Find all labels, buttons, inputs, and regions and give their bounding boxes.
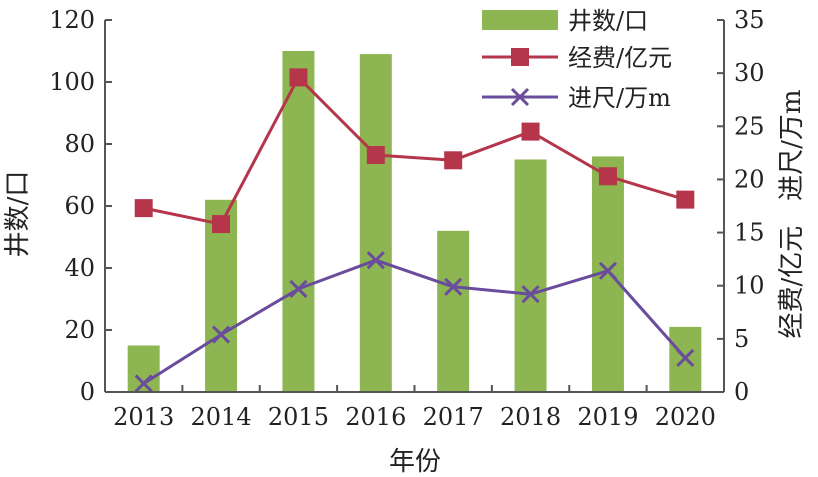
x-tick-label: 2015 (268, 403, 329, 431)
point-marker (366, 251, 385, 270)
x-tick-label: 2013 (113, 403, 174, 431)
legend-label-wells: 井数/口 (568, 7, 648, 35)
bar (514, 159, 547, 392)
y-left-tick-label: 0 (80, 378, 95, 406)
point-marker (289, 68, 308, 87)
y-left-tick-label: 80 (64, 130, 95, 158)
y-left-tick-label: 40 (64, 254, 95, 282)
x-axis-title: 年份 (389, 447, 441, 477)
y-right-tick-label: 15 (734, 219, 765, 247)
point-marker (521, 122, 540, 141)
x-tick-label: 2018 (500, 403, 561, 431)
y-left-tick-label: 60 (64, 192, 95, 220)
bar (437, 230, 470, 392)
legend-marker-cost (511, 48, 529, 66)
bar-series (127, 51, 702, 392)
point-marker (289, 279, 308, 298)
point-marker (134, 199, 153, 218)
point-marker (676, 190, 695, 209)
legend-swatch-wells (482, 10, 558, 30)
point-marker (676, 348, 695, 368)
point-marker (444, 277, 463, 296)
x-tick-label: 2020 (655, 403, 716, 431)
tick-labels: 0 20 40 60 80 100 120 0 5 10 15 20 25 30 35 2013 2014 201… (49, 6, 764, 431)
x-tick-label: 2014 (191, 403, 252, 431)
y-right-tick-label: 25 (734, 112, 765, 140)
y-right-tick-label: 30 (734, 59, 765, 87)
x-tick-label: 2019 (577, 403, 638, 431)
series-line (143, 75, 686, 226)
y-axis-right-title: 经费/亿元 进尺/万m (777, 90, 807, 339)
point-marker (598, 167, 617, 186)
point-marker (444, 151, 463, 170)
y-right-tick-label: 5 (734, 325, 749, 353)
y-right-tick-label: 0 (734, 378, 749, 406)
legend-marker-footage (510, 87, 530, 107)
point-marker (598, 261, 617, 280)
point-marker (134, 374, 153, 393)
y-left-tick-label: 120 (49, 6, 95, 34)
axes (104, 19, 725, 393)
y-right-tick-label: 10 (734, 272, 765, 300)
y-right-tick-label: 20 (734, 165, 765, 193)
line-series (134, 68, 695, 393)
x-tick-label: 2016 (345, 403, 406, 431)
point-marker (366, 145, 385, 164)
point-marker (212, 325, 231, 344)
bar (282, 51, 315, 392)
x-tick-label: 2017 (423, 403, 484, 431)
y-right-tick-label: 35 (734, 6, 765, 34)
point-marker (521, 285, 540, 304)
point-marker (212, 215, 231, 234)
legend: 井数/口 经费/亿元 进尺/万m (482, 7, 672, 112)
y-left-tick-label: 100 (49, 68, 95, 96)
y-axis-left-title: 井数/口 (3, 171, 33, 258)
y-left-tick-label: 20 (64, 316, 95, 344)
legend-label-cost: 经费/亿元 (568, 44, 672, 72)
series-line (142, 258, 687, 385)
bar (359, 54, 392, 392)
legend-label-footage: 进尺/万m (568, 84, 671, 112)
